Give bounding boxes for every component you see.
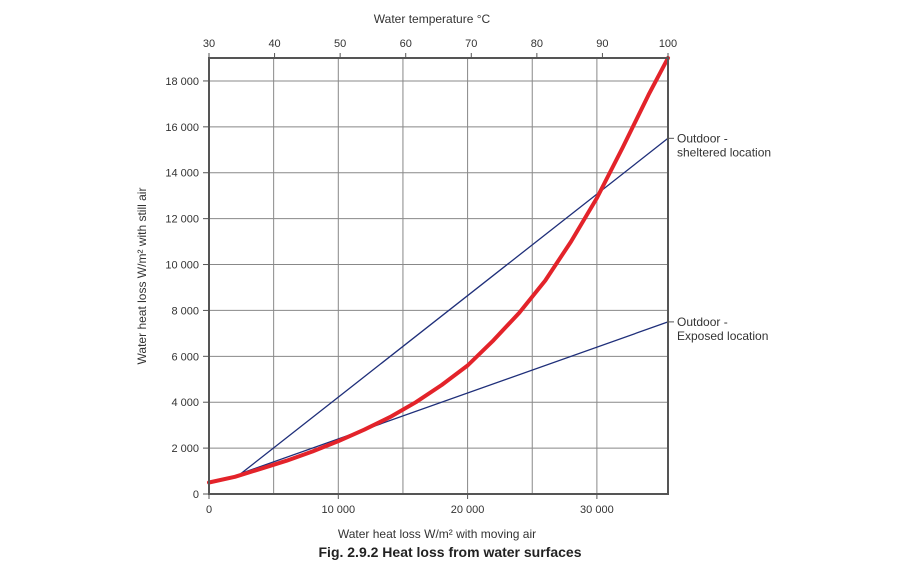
y-tick-label-1: 2 000 <box>171 443 199 455</box>
figure-caption: Fig. 2.9.2 Heat loss from water surfaces <box>318 544 582 560</box>
x-tick-label-2: 20 000 <box>451 504 485 516</box>
sheltered-line-label-line-0: Outdoor - <box>677 131 728 145</box>
y-tick-label-5: 10 000 <box>165 260 199 272</box>
top-axis-label: Water temperature °C <box>374 12 491 26</box>
plot-frame <box>208 57 669 495</box>
x-tick-label-1: 10 000 <box>321 504 355 516</box>
top-tick-label-7: 100 <box>659 38 677 50</box>
grid-layer <box>209 58 668 494</box>
top-tick-label-6: 90 <box>596 38 608 50</box>
y-tick-label-0: 0 <box>193 489 199 501</box>
top-tick-label-5: 80 <box>531 38 543 50</box>
exposed-line <box>240 321 669 474</box>
x-axis-label: Water heat loss W/m² with moving air <box>338 527 536 541</box>
y-tick-label-4: 8 000 <box>171 305 199 317</box>
x-tick-label-0: 0 <box>206 504 212 516</box>
y-axis-label: Water heat loss W/m² with still air <box>135 188 149 365</box>
y-tick-label-6: 12 000 <box>165 214 199 226</box>
temperature-curve <box>207 56 670 485</box>
sheltered-line <box>240 137 669 474</box>
series-layer <box>207 56 670 485</box>
y-tick-label-7: 14 000 <box>165 168 199 180</box>
top-tick-label-0: 30 <box>203 38 215 50</box>
y-tick-label-2: 4 000 <box>171 397 199 409</box>
top-tick-label-2: 50 <box>334 38 346 50</box>
y-tick-label-8: 16 000 <box>165 122 199 134</box>
top-tick-label-3: 60 <box>400 38 412 50</box>
y-tick-label-3: 6 000 <box>171 351 199 363</box>
label-layer: Water temperature °C Water heat loss W/m… <box>135 12 536 541</box>
x-tick-label-3: 30 000 <box>580 504 614 516</box>
tick-layer: 0 2 000 4 000 6 000 8 000 10 000 12 000 14 000 1… <box>165 38 771 516</box>
exposed-line-label-line-0: Outdoor - <box>677 315 728 329</box>
top-tick-label-1: 40 <box>268 38 280 50</box>
exposed-line-label-line-1: Exposed location <box>677 329 768 343</box>
y-tick-label-9: 18 000 <box>165 76 199 88</box>
top-tick-label-4: 70 <box>465 38 477 50</box>
sheltered-line-label-line-1: sheltered location <box>677 145 771 159</box>
